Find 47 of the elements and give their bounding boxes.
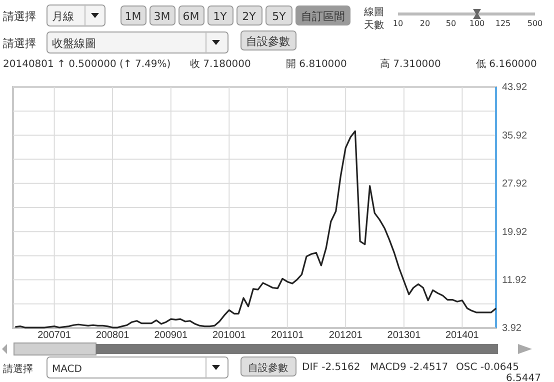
y-tick-label: 11.92 [502, 275, 527, 286]
text: 125 [495, 19, 511, 28]
text: 線圖 [363, 7, 384, 18]
y-tick-label: 27.92 [502, 178, 528, 190]
text: 6.5447 [506, 373, 541, 382]
text: MACD9 -2.4517 [370, 362, 448, 373]
text: 收 7.180000 [190, 59, 251, 70]
text: 1Y [213, 10, 228, 23]
text: 自訂區間 [301, 10, 345, 23]
x-tick-label: 200801 [96, 330, 130, 342]
x-tick-label: 201401 [445, 330, 480, 342]
text: 收盤線圖 [52, 37, 96, 50]
text: 100 [469, 19, 485, 28]
text: 2Y [242, 10, 256, 23]
x-tick-label: 200901 [154, 330, 188, 342]
text: 自設參數 [248, 362, 288, 374]
text: 請選擇 [3, 37, 36, 50]
text: 天數 [364, 19, 384, 31]
text: 自設參數 [246, 35, 290, 48]
text: 6M [182, 10, 200, 23]
y-tick-label: 35.92 [502, 130, 528, 142]
text: 請選擇 [3, 10, 36, 23]
text: 高 7.310000 [380, 58, 441, 70]
text: 10 [392, 19, 404, 28]
text: MACD [52, 364, 82, 375]
text: 50 [446, 19, 456, 28]
x-tick-label: 201301 [387, 330, 422, 342]
text: 20 [420, 19, 430, 28]
line-series [14, 130, 497, 328]
text: 500 [527, 19, 543, 28]
x-tick-label: 200701 [38, 330, 72, 342]
x-tick-label: 201101 [271, 330, 304, 342]
y-tick-label: 43.92 [502, 82, 528, 94]
x-tick-label: 201001 [212, 330, 246, 342]
text: OSC -0.0645 [456, 362, 519, 373]
text: 請選擇 [3, 363, 33, 375]
text: DIF -2.5162 [302, 362, 360, 373]
text: 月線 [52, 10, 74, 23]
y-tick-label: 19.92 [502, 226, 528, 238]
text: 開 6.810000 [286, 59, 347, 70]
y-tick-label: 3.92 [502, 323, 522, 334]
text: 低 6.160000 [476, 59, 537, 70]
text: 3M [154, 10, 170, 23]
x-tick-label: 201201 [328, 330, 363, 342]
text: 5Y [272, 10, 286, 23]
text: 1M [124, 10, 142, 23]
text: 20140801 ↑ 0.500000 (↑ 7.49%) [3, 59, 171, 70]
